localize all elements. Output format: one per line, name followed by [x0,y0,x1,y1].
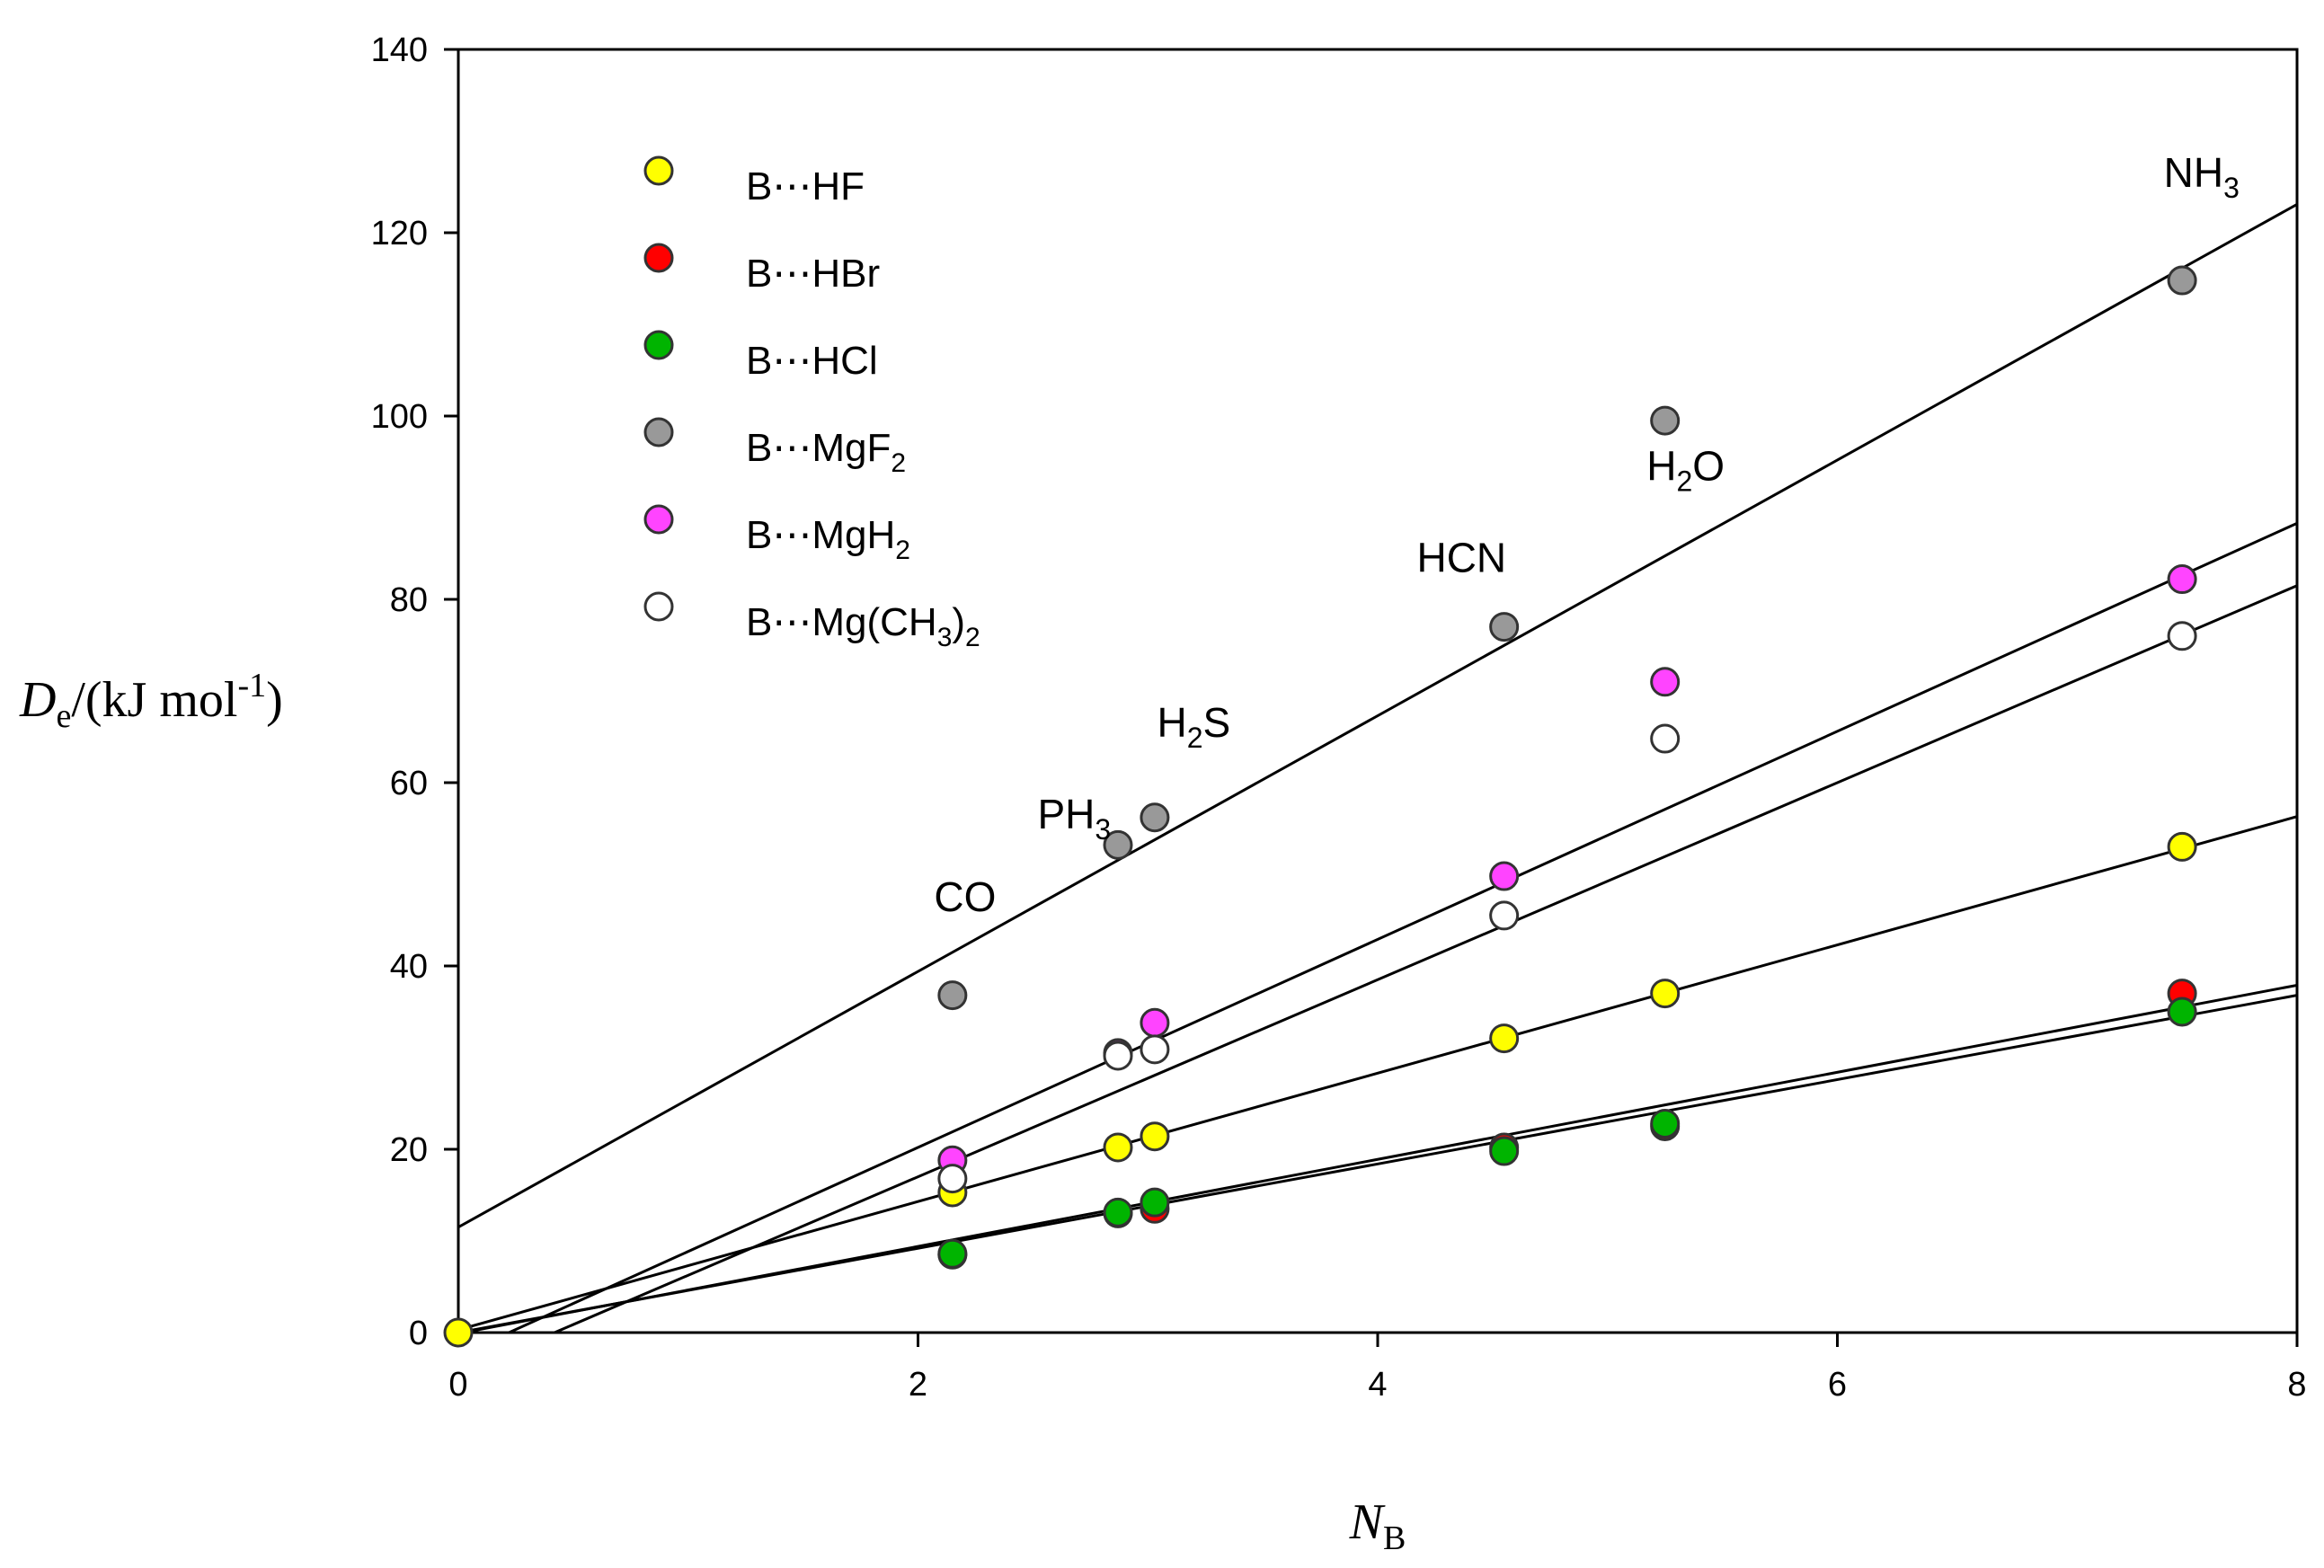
legend-marker [643,417,674,447]
data-point [1650,979,1681,1009]
molecule-label: H2S [1157,699,1230,754]
data-point [2167,564,2197,595]
data-point [1489,1023,1520,1054]
data-point [1489,861,1520,891]
y-tick-label: 140 [371,31,428,69]
data-point [1489,1136,1520,1166]
data-point [1103,1041,1133,1071]
data-point [1103,1197,1133,1227]
legend-marker [643,591,674,622]
data-point [2167,265,2197,296]
fit-line [458,203,2297,1229]
y-tick-label: 100 [371,398,428,436]
data-point [443,1317,474,1348]
data-point [937,980,968,1011]
data-point [2167,997,2197,1027]
x-axis-title: NB [1349,1494,1406,1557]
x-tick-label: 2 [909,1366,927,1404]
data-point [2167,621,2197,651]
data-points [443,265,2197,1348]
molecule-label: HCN [1416,534,1506,580]
data-point [1650,405,1681,436]
legend-marker [643,243,674,273]
x-axis-ticks: 0 2 4 6 8 [448,1333,2307,1404]
legend-label: B⋯HF [746,164,865,208]
data-point [1650,667,1681,697]
data-point [1650,723,1681,754]
molecule-label: PH3 [1037,791,1111,846]
y-axis-ticks: 0 20 40 60 80 100 120 140 [371,31,458,1352]
fit-line [551,584,2297,1333]
data-point [1140,802,1170,833]
y-tick-label: 40 [390,948,428,986]
data-point [1489,900,1520,931]
data-point [1140,1034,1170,1065]
x-tick-label: 8 [2287,1366,2306,1404]
fit-line [505,521,2297,1333]
fit-line [458,815,2297,1332]
data-point [1103,829,1133,860]
x-tick-label: 0 [448,1366,467,1404]
plot-frame [457,48,2299,1334]
y-tick-label: 20 [390,1131,428,1169]
legend-marker [643,155,674,186]
data-point [1140,1121,1170,1152]
data-point [1140,1187,1170,1218]
legend: B⋯HF B⋯HBr B⋯HCl B⋯MgF2 B⋯MgH2 B⋯Mg(CH3)2 [643,155,980,652]
molecule-label: NH3 [2164,149,2240,204]
molecule-label: CO [934,873,996,920]
y-tick-label: 60 [390,765,428,802]
legend-label: B⋯MgH2 [746,513,910,565]
legend-label: B⋯MgF2 [746,426,906,478]
legend-label: B⋯Mg(CH3)2 [746,600,980,652]
y-tick-label: 80 [390,581,428,619]
molecule-annotations: CO PH3 H2S HCN H2O NH3 [934,149,2240,920]
data-point [1489,612,1520,642]
x-tick-label: 6 [1828,1366,1847,1404]
data-point [2167,831,2197,862]
y-tick-label: 120 [371,215,428,252]
legend-label: B⋯HBr [746,252,880,296]
fit-line [458,994,2297,1333]
data-point [937,1238,968,1269]
legend-marker [643,504,674,535]
data-point [1140,1007,1170,1038]
y-axis-title: De/(kJ mol-1) [19,667,283,735]
y-tick-label: 0 [409,1315,428,1352]
data-point [1650,1108,1681,1138]
data-point [1103,1132,1133,1163]
data-point [937,1164,968,1194]
x-tick-label: 4 [1368,1366,1387,1404]
molecule-label: H2O [1646,442,1725,497]
legend-marker [643,330,674,360]
fit-lines [458,203,2297,1333]
legend-label: B⋯HCl [746,339,878,383]
